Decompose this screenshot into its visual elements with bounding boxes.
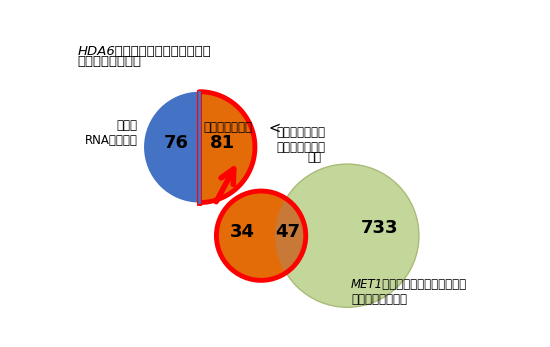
Circle shape	[276, 164, 419, 307]
Text: 34: 34	[229, 223, 254, 241]
Text: した遺伝子領域数: した遺伝子領域数	[78, 55, 142, 68]
Wedge shape	[200, 92, 255, 203]
Circle shape	[217, 191, 306, 280]
Wedge shape	[144, 92, 200, 203]
Polygon shape	[276, 198, 306, 273]
Text: 新規の
RNA転写領域: 新規の RNA転写領域	[85, 119, 138, 147]
Text: 既知遺伝子配列: 既知遺伝子配列	[204, 121, 252, 134]
Text: 76: 76	[164, 134, 189, 152]
Text: 47: 47	[276, 223, 300, 241]
Text: HDA6遺伝子破壊株で発現が上昇: HDA6遺伝子破壊株で発現が上昇	[78, 45, 212, 59]
Text: 81: 81	[210, 134, 235, 152]
Text: 733: 733	[361, 219, 398, 237]
Text: など: など	[307, 151, 321, 164]
Text: <: <	[269, 120, 281, 135]
Text: 機能未知遺伝子
トランスポゾン: 機能未知遺伝子 トランスポゾン	[277, 126, 326, 154]
Text: MET1遺伝子破壊株で発現が上昇
した遺伝子領域数: MET1遺伝子破壊株で発現が上昇 した遺伝子領域数	[351, 278, 468, 306]
